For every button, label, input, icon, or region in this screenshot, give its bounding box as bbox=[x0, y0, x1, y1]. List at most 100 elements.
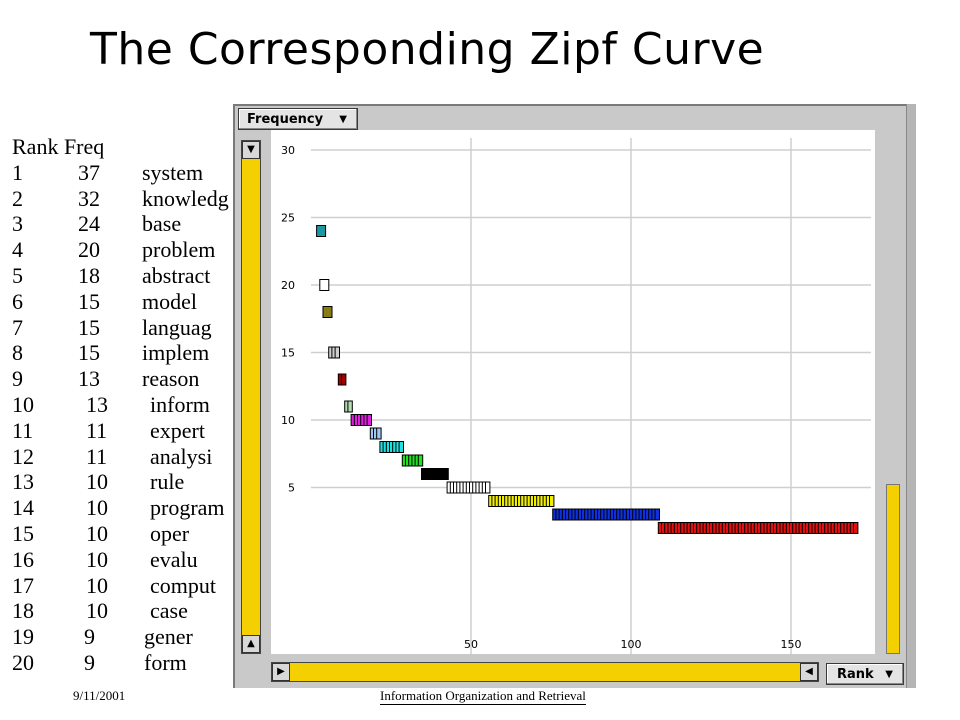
scroll-down-arrow-icon[interactable]: ▲ bbox=[242, 635, 260, 653]
data-point bbox=[319, 279, 330, 291]
data-point bbox=[322, 306, 333, 318]
term-cell: case bbox=[150, 598, 188, 624]
y-axis-menu-button[interactable]: Frequency ▼ bbox=[238, 108, 358, 130]
x-axis-menu-button[interactable]: Rank ▼ bbox=[826, 663, 904, 685]
freq-cell: 15 bbox=[78, 314, 100, 340]
freq-cell: 11 bbox=[86, 443, 108, 469]
rank-cell: 18 bbox=[12, 598, 34, 624]
footer-date: 9/11/2001 bbox=[73, 688, 126, 703]
y-tick-label: 30 bbox=[281, 144, 295, 157]
data-point bbox=[443, 468, 449, 480]
term-cell: evalu bbox=[150, 546, 198, 572]
data-point bbox=[654, 508, 661, 521]
term-cell: rule bbox=[150, 469, 185, 495]
table-row: 7 15 languag bbox=[12, 314, 212, 341]
freq-cell: 37 bbox=[78, 159, 100, 185]
freq-cell: 18 bbox=[78, 262, 100, 288]
data-point bbox=[853, 522, 859, 534]
x-tick-label: 50 bbox=[464, 638, 478, 651]
panel-right-edge bbox=[906, 104, 916, 688]
slide-title: The Corresponding Zipf Curve bbox=[90, 24, 765, 75]
term-cell: analysi bbox=[150, 443, 213, 469]
rank-cell: 11 bbox=[12, 417, 34, 443]
term-cell: abstract bbox=[142, 262, 211, 288]
right-scroll-thumb[interactable] bbox=[886, 484, 900, 654]
term-cell: languag bbox=[142, 314, 212, 340]
term-cell: expert bbox=[150, 417, 205, 443]
freq-cell: 10 bbox=[86, 520, 108, 546]
rank-cell: 12 bbox=[12, 443, 34, 469]
rank-cell: 10 bbox=[12, 391, 34, 417]
rank-cell: 13 bbox=[12, 469, 34, 495]
table-row: 13 10 rule bbox=[12, 469, 184, 495]
term-cell: comput bbox=[150, 572, 216, 598]
rank-cell: 4 bbox=[12, 237, 23, 263]
freq-cell: 10 bbox=[86, 598, 108, 624]
table-row: 3 24 base bbox=[12, 211, 181, 237]
data-point bbox=[366, 414, 372, 426]
rank-cell: 7 bbox=[12, 314, 23, 340]
chevron-down-icon: ▼ bbox=[339, 114, 347, 125]
rank-cell: 8 bbox=[12, 340, 23, 366]
rank-cell: 9 bbox=[12, 366, 23, 392]
chevron-down-icon: ▼ bbox=[885, 669, 893, 680]
data-point bbox=[341, 373, 347, 386]
table-row: 11 11 expert bbox=[12, 417, 205, 444]
rank-cell: 3 bbox=[12, 211, 23, 237]
freq-cell: 10 bbox=[86, 546, 108, 572]
table-row: 15 10 oper bbox=[12, 521, 189, 547]
rank-cell: 19 bbox=[12, 624, 34, 650]
freq-cell: 32 bbox=[78, 185, 100, 211]
scroll-up-arrow-icon[interactable]: ▼ bbox=[242, 141, 260, 159]
freq-cell: 10 bbox=[86, 572, 108, 598]
freq-cell: 15 bbox=[78, 340, 100, 366]
freq-cell: 9 bbox=[84, 624, 95, 650]
table-row: 17 10 comput bbox=[12, 572, 216, 599]
freq-cell: 13 bbox=[86, 391, 108, 417]
table-row: 8 15 implem bbox=[12, 340, 209, 366]
term-cell: problem bbox=[142, 237, 216, 263]
scroll-right-arrow-icon[interactable]: ▶ bbox=[272, 663, 290, 681]
freq-cell: 13 bbox=[78, 366, 100, 392]
freq-cell: 15 bbox=[78, 288, 100, 314]
scroll-left-arrow-icon[interactable]: ◀ bbox=[800, 663, 818, 681]
term-cell: program bbox=[150, 495, 225, 521]
term-cell: implem bbox=[142, 340, 210, 366]
term-cell: knowledg bbox=[142, 185, 229, 211]
data-point bbox=[549, 495, 555, 507]
y-tick-label: 25 bbox=[281, 212, 295, 225]
table-row: 2 32 knowledg bbox=[12, 185, 229, 212]
x-tick-label: 100 bbox=[621, 638, 642, 651]
rank-cell: 1 bbox=[12, 159, 23, 185]
x-tick-label: 150 bbox=[781, 638, 802, 651]
table-row: 14 10 program bbox=[12, 495, 225, 521]
table-row: 10 13 inform bbox=[12, 391, 210, 418]
table-row: 6 15 model bbox=[12, 288, 197, 315]
vertical-scrollbar[interactable]: ▼ ▲ bbox=[241, 140, 261, 654]
rank-cell: 20 bbox=[12, 649, 34, 675]
rank-cell: 14 bbox=[12, 495, 34, 521]
table-row: 4 20 problem bbox=[12, 237, 215, 263]
zipf-scatter-plot: 510152025303550100150 bbox=[271, 130, 875, 654]
term-cell: reason bbox=[142, 366, 200, 392]
freq-cell: 11 bbox=[86, 417, 108, 443]
freq-cell: 10 bbox=[86, 495, 108, 521]
rank-cell: 2 bbox=[12, 185, 23, 211]
freq-cell: 9 bbox=[84, 649, 95, 675]
table-row: 20 9 form bbox=[12, 649, 187, 676]
table-row: 16 10 evalu bbox=[12, 547, 198, 573]
term-cell: inform bbox=[150, 391, 210, 417]
rank-frequency-table: Rank Freq 1 37 system 2 32 knowledg 3 24 base 4 20… bbox=[12, 134, 229, 676]
data-point bbox=[316, 225, 327, 237]
plot-background bbox=[271, 130, 875, 654]
y-tick-label: 20 bbox=[281, 279, 295, 292]
table-row: 9 13 reason bbox=[12, 366, 199, 392]
table-row: 5 18 abstract bbox=[12, 262, 210, 289]
y-tick-label: 10 bbox=[281, 414, 295, 427]
rank-cell: 17 bbox=[12, 572, 34, 598]
data-point bbox=[485, 481, 491, 494]
term-cell: system bbox=[142, 159, 204, 185]
rank-cell: 6 bbox=[12, 288, 23, 314]
horizontal-scrollbar[interactable]: ▶ ◀ bbox=[271, 662, 819, 682]
freq-cell: 20 bbox=[78, 237, 100, 263]
